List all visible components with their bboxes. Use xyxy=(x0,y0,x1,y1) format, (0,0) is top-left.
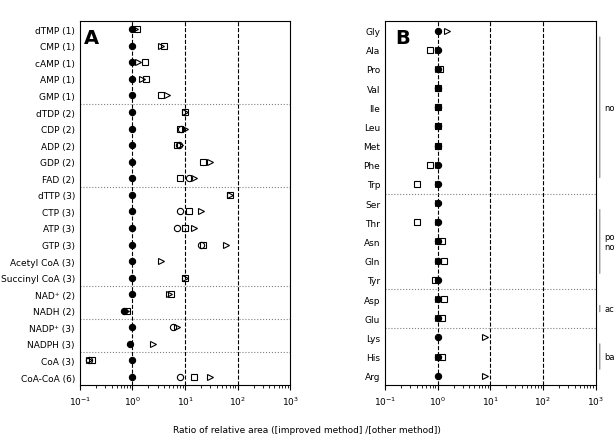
Text: acidic: acidic xyxy=(604,304,614,314)
Text: basic: basic xyxy=(604,352,614,361)
Text: non-polar: non-polar xyxy=(604,103,614,113)
Text: B: B xyxy=(395,29,410,48)
Text: Ratio of relative area ([improved method] /[other method]): Ratio of relative area ([improved method… xyxy=(173,424,441,434)
Text: A: A xyxy=(84,29,99,48)
Text: polar
non-charged: polar non-charged xyxy=(604,232,614,251)
